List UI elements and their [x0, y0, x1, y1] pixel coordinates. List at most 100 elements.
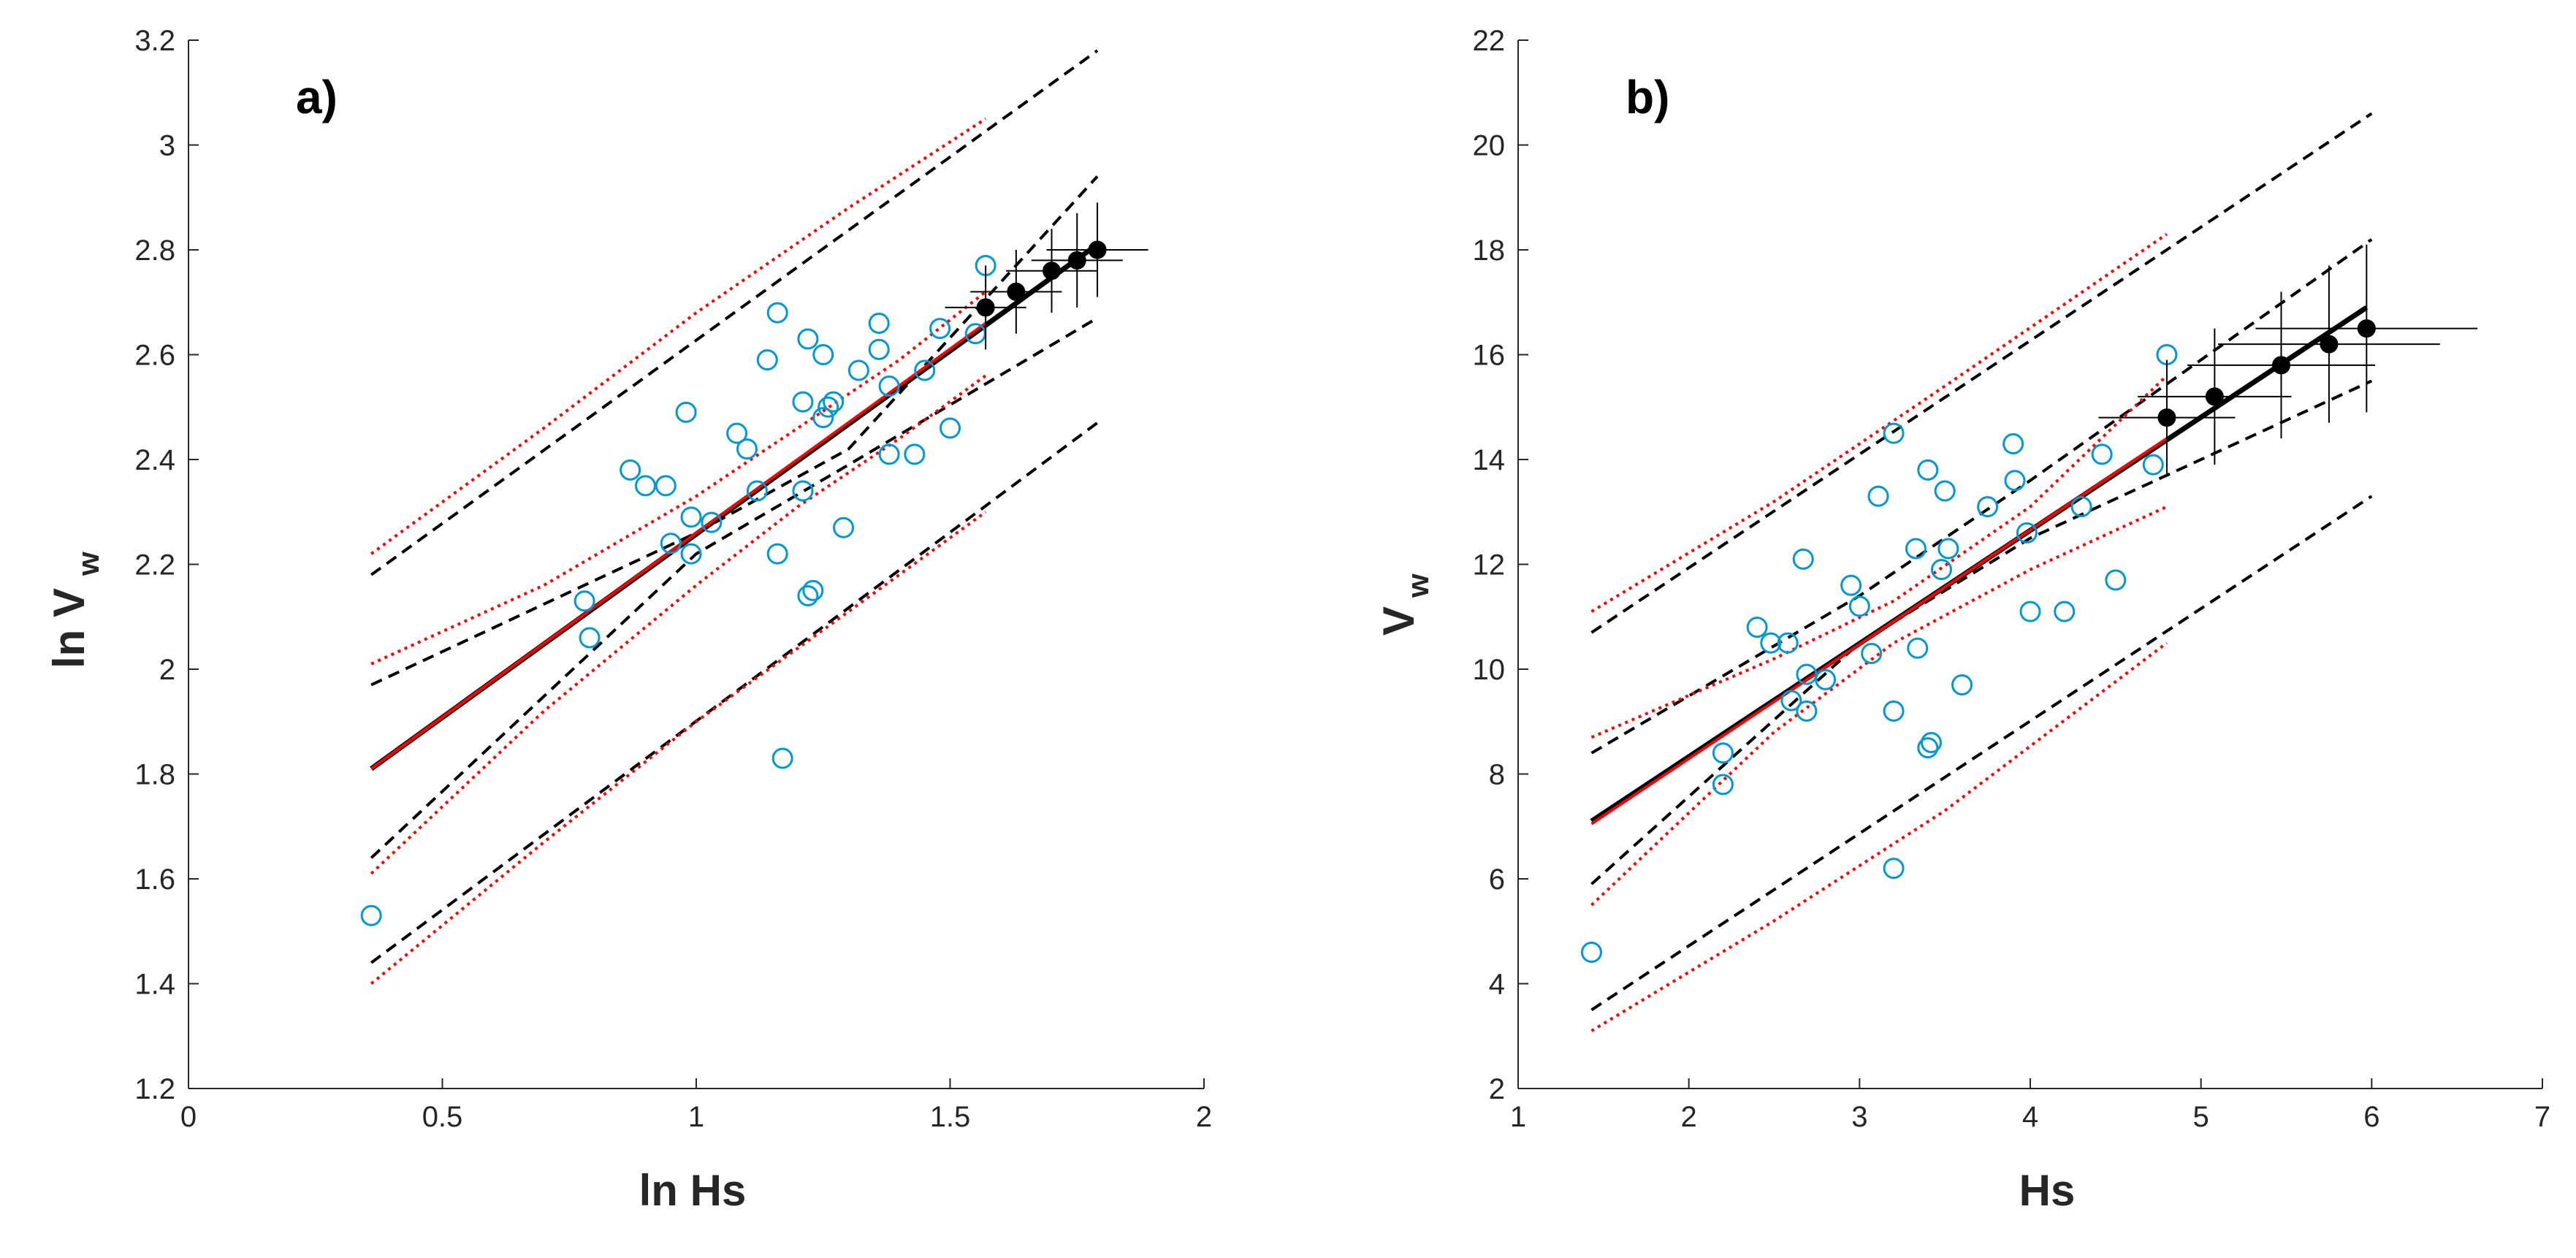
chart-a-open-point [746, 480, 768, 502]
chart-a-filled-point [976, 298, 995, 317]
chart-a-open-point [792, 391, 814, 413]
chart-b-open-point [1712, 774, 1734, 796]
panel-b-label: b) [1626, 71, 1669, 123]
chart-a-x-tick-label: 1 [688, 1101, 704, 1133]
chart-b-open-point [1917, 737, 1939, 759]
chart-b-y-tick-label: 2 [1489, 1073, 1505, 1105]
chart-a-red-fit-line [370, 321, 987, 770]
chart-b-open-point [1861, 642, 1883, 664]
chart-a-open-point [792, 480, 814, 502]
chart-b-dashed-prediction-lower [1590, 495, 2373, 1012]
chart-b-open-point [1934, 480, 1956, 502]
chart-b-y-tick-label: 12 [1473, 549, 1506, 582]
chart-a-open-point [635, 475, 656, 497]
chart-a-y-tick-label: 1.4 [134, 969, 175, 1001]
svg-text:V: V [1374, 606, 1423, 636]
chart-a-open-point [701, 511, 723, 533]
chart-b-open-point [1867, 485, 1889, 507]
chart-a-red-conf-lower [370, 374, 987, 875]
chart-b-open-point [2004, 470, 2026, 492]
chart-b-x-tick-label: 1 [1510, 1101, 1526, 1133]
chart-a-open-point [833, 516, 855, 538]
chart-b-dashed-prediction-upper [1590, 112, 2373, 634]
chart-a-open-point [812, 344, 834, 365]
chart-a-filled-point [1088, 240, 1107, 259]
chart-a-open-point [579, 627, 601, 649]
y-axis-label-b-main: V [1374, 606, 1423, 636]
svg-text:ln V: ln V [45, 588, 94, 668]
chart-a-open-point [360, 904, 382, 926]
chart-a-open-point [904, 443, 926, 465]
chart-b-open-point [2054, 601, 2076, 622]
chart-a-open-point [929, 318, 951, 340]
chart-b-y-tick-label: 18 [1473, 235, 1506, 267]
chart-b-y-tick-label: 10 [1473, 654, 1506, 686]
chart-a-open-point [823, 391, 845, 413]
chart-b-x-tick-label: 6 [2363, 1101, 2379, 1133]
chart-a-y-tick-label: 2 [159, 654, 175, 686]
chart-b-y-tick-label: 22 [1473, 25, 1506, 57]
chart-a-curves [370, 49, 1100, 986]
chart-b-open-point [1780, 690, 1802, 712]
chart-b-open-point [1796, 700, 1818, 722]
chart-b-x-tick-label: 7 [2534, 1101, 2550, 1133]
chart-a-open-point [766, 543, 788, 565]
chart-a-open-point [766, 302, 788, 324]
chart-a-y-tick-label: 2.2 [134, 549, 175, 582]
chart-a-open-point [620, 459, 641, 481]
chart-a-open-point [878, 443, 900, 465]
y-axis-label-a: ln V w [45, 552, 105, 668]
chart-b-filled-point [2271, 356, 2290, 375]
panel-a-label: a) [296, 71, 338, 123]
x-axis-label-a: ln Hs [639, 1166, 747, 1215]
chart-a-open-point [847, 359, 869, 381]
chart-a-open-point [726, 422, 748, 444]
y-axis-label-a-sub: w [71, 552, 105, 576]
chart-b-filled-point [2357, 319, 2376, 338]
chart-a-dashed-conf-upper [370, 175, 1099, 687]
chart-a-open-point [802, 579, 824, 601]
chart-a-y-tick-label: 2.8 [134, 235, 175, 267]
chart-b-curves [1590, 112, 2373, 1032]
chart-b-open-point [1883, 422, 1905, 444]
chart-a-filled-point [1067, 251, 1086, 270]
chart-a-open-point [736, 438, 758, 460]
chart-a-y-tick-label: 3.2 [134, 25, 175, 57]
chart-b-filled-point [2157, 408, 2176, 427]
chart-a-open-point [573, 590, 595, 612]
chart-b-open-point [2105, 569, 2127, 591]
chart-b-open-point [1815, 668, 1837, 690]
chart-a-y-tick-label: 1.6 [134, 864, 175, 896]
chart-b-y-tick-label: 4 [1489, 969, 1505, 1001]
chart-b-points [1580, 244, 2478, 963]
chart-b-open-point [1840, 574, 1862, 596]
chart-a-y-tick-label: 2.4 [134, 444, 175, 476]
chart-b-open-point [2016, 522, 2038, 544]
chart-a-open-point [878, 376, 900, 397]
chart-b-dashed-conf-lower [1590, 379, 2373, 885]
chart-a-open-point [756, 349, 778, 371]
chart-b-open-point [2142, 454, 2164, 476]
chart-b-y-tick-label: 14 [1473, 444, 1506, 476]
chart-a-open-point [655, 475, 677, 497]
chart-b-x-tick-label: 4 [2022, 1101, 2038, 1133]
chart-a-open-point [868, 312, 890, 334]
chart-b-open-point [1746, 617, 1768, 638]
y-axis-label-b: V w [1374, 573, 1435, 636]
chart-a-open-point [818, 396, 839, 418]
chart-b-red-prediction-lower [1590, 641, 2168, 1032]
chart-a-y-tick-label: 2.6 [134, 340, 175, 372]
chart-b-open-point [2003, 432, 2024, 454]
chart-panel-a: 0 0.5 1 1.5 2 1.2 1.4 1.6 1.8 2 2.2 2.4 2.6 2.8 3 3.2 a… [45, 25, 1212, 1215]
chart-b-open-point [1796, 663, 1818, 685]
chart-b-x-tick-label: 3 [1851, 1101, 1867, 1133]
chart-a-x-tick-label: 0.5 [422, 1101, 463, 1133]
chart-a-x-tick-label: 0 [180, 1101, 197, 1133]
chart-a-axes: 0 0.5 1 1.5 2 1.2 1.4 1.6 1.8 2 2.2 2.4 2.6 2.8 3 3.2 [134, 25, 1212, 1133]
chart-a-open-point [812, 407, 834, 429]
chart-a-filled-point [1043, 262, 1061, 281]
chart-a-red-conf-upper [370, 290, 987, 666]
chart-a-x-tick-label: 1.5 [930, 1101, 971, 1133]
